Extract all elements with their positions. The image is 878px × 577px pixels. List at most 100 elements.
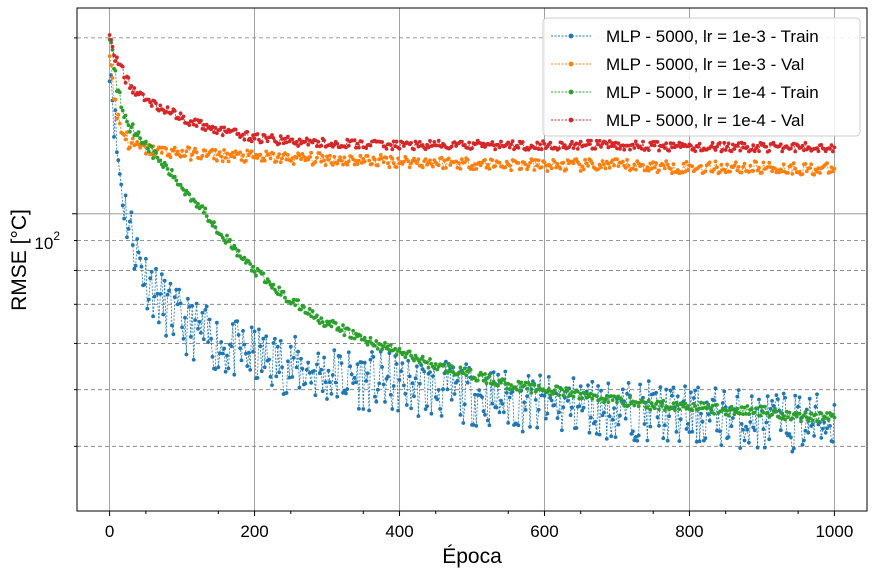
data-point bbox=[560, 387, 564, 392]
data-point bbox=[126, 76, 131, 80]
data-point bbox=[561, 405, 566, 410]
data-point bbox=[117, 121, 122, 126]
data-point bbox=[707, 418, 712, 423]
data-point bbox=[580, 164, 585, 169]
data-point bbox=[742, 405, 747, 410]
data-point bbox=[594, 138, 599, 143]
data-point bbox=[283, 136, 287, 141]
data-point bbox=[720, 148, 725, 152]
data-point bbox=[164, 333, 169, 338]
data-point bbox=[590, 161, 595, 166]
data-point bbox=[293, 303, 298, 307]
data-point bbox=[745, 145, 750, 149]
data-point bbox=[490, 158, 495, 163]
data-point bbox=[325, 397, 329, 401]
data-point bbox=[288, 159, 293, 163]
data-point bbox=[578, 384, 583, 389]
data-point bbox=[306, 312, 311, 316]
data-point bbox=[339, 158, 344, 163]
data-point bbox=[267, 152, 271, 157]
data-point bbox=[183, 315, 187, 320]
data-point bbox=[490, 401, 495, 406]
data-point bbox=[561, 393, 566, 398]
data-point bbox=[474, 424, 479, 428]
data-point bbox=[626, 143, 631, 148]
axis-ticks: 0 200 400 600 800 1000 bbox=[72, 37, 853, 541]
data-point bbox=[241, 329, 245, 333]
data-point bbox=[687, 430, 692, 434]
data-point bbox=[345, 387, 350, 391]
data-point bbox=[752, 410, 757, 415]
data-point bbox=[465, 146, 470, 150]
data-point bbox=[648, 407, 653, 412]
data-point bbox=[713, 159, 718, 164]
data-point bbox=[225, 353, 229, 358]
data-point bbox=[535, 387, 540, 392]
data-point bbox=[378, 342, 383, 347]
data-point bbox=[794, 414, 799, 419]
data-point bbox=[686, 404, 690, 408]
data-point bbox=[725, 144, 729, 149]
data-point bbox=[586, 383, 590, 388]
data-point bbox=[509, 142, 513, 147]
data-point bbox=[719, 162, 724, 167]
data-point bbox=[594, 431, 599, 436]
data-point bbox=[373, 394, 377, 399]
data-point bbox=[325, 319, 329, 324]
data-point bbox=[557, 393, 561, 398]
data-point bbox=[655, 140, 660, 144]
data-point bbox=[403, 391, 408, 396]
data-point bbox=[373, 157, 377, 162]
data-point bbox=[620, 387, 625, 392]
data-point bbox=[397, 346, 402, 351]
data-point bbox=[803, 141, 808, 145]
data-point bbox=[210, 223, 215, 228]
data-point bbox=[767, 149, 772, 153]
data-point bbox=[545, 390, 550, 394]
data-point bbox=[755, 406, 760, 411]
data-point bbox=[248, 368, 253, 372]
data-point bbox=[420, 354, 425, 359]
data-point bbox=[412, 358, 416, 363]
data-point bbox=[201, 123, 206, 127]
data-point bbox=[645, 405, 650, 410]
data-point bbox=[165, 105, 170, 109]
data-point bbox=[245, 364, 250, 368]
data-point bbox=[307, 307, 312, 311]
data-point bbox=[549, 166, 554, 171]
data-point bbox=[607, 139, 612, 143]
data-point bbox=[220, 351, 225, 356]
data-point bbox=[693, 149, 698, 154]
data-point bbox=[757, 149, 761, 154]
data-point bbox=[671, 162, 676, 167]
data-point bbox=[425, 404, 429, 408]
x-tick-label: 200 bbox=[240, 522, 268, 541]
data-point bbox=[220, 133, 225, 138]
data-point bbox=[312, 369, 316, 373]
data-point bbox=[412, 394, 416, 399]
data-point bbox=[487, 423, 492, 428]
data-point bbox=[581, 167, 586, 172]
data-point bbox=[220, 159, 225, 164]
data-point bbox=[287, 375, 292, 380]
data-point bbox=[188, 158, 193, 162]
data-point bbox=[529, 391, 534, 395]
data-point bbox=[723, 412, 728, 417]
data-point bbox=[632, 403, 637, 408]
data-point bbox=[365, 371, 370, 376]
data-point bbox=[373, 343, 377, 348]
data-point bbox=[577, 162, 582, 167]
data-point bbox=[115, 150, 119, 155]
data-point bbox=[164, 163, 169, 168]
data-point bbox=[651, 139, 656, 144]
data-point bbox=[670, 393, 674, 398]
data-point bbox=[432, 365, 437, 370]
data-point bbox=[770, 169, 774, 174]
data-point bbox=[130, 243, 135, 247]
data-point bbox=[159, 151, 164, 155]
data-point bbox=[761, 427, 766, 431]
data-point bbox=[393, 144, 398, 149]
data-point bbox=[570, 139, 574, 144]
data-point bbox=[391, 161, 396, 166]
data-point bbox=[125, 119, 129, 124]
